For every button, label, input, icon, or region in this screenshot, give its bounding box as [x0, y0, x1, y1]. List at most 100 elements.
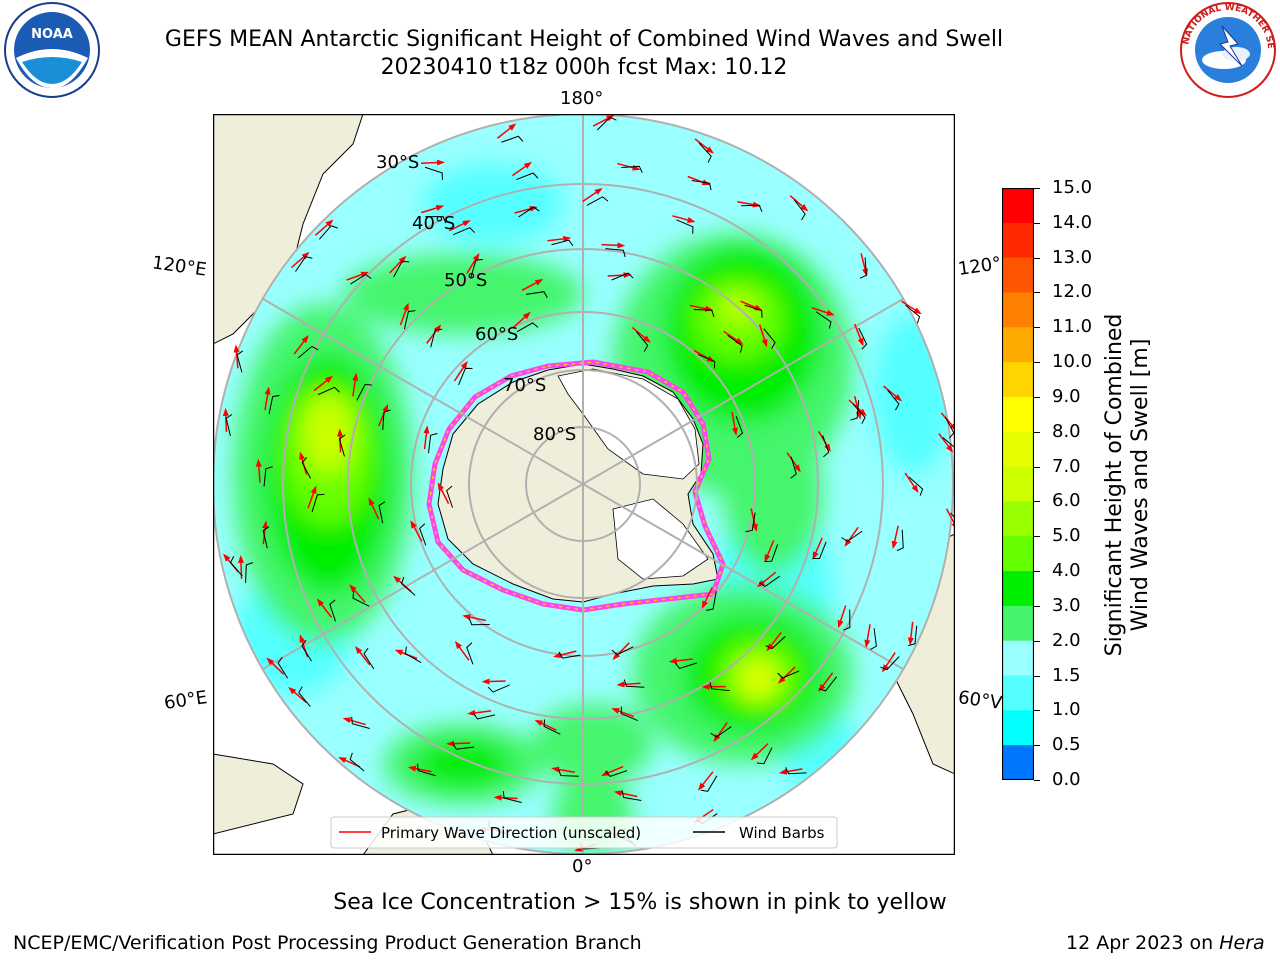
lon-label-120w: 120°: [956, 253, 1003, 280]
colorbar-band: [1002, 640, 1034, 677]
colorbar-tick-label: 2.0: [1052, 629, 1081, 651]
wind-barb: [428, 433, 438, 454]
colorbar-tick-label: 8.0: [1052, 420, 1081, 442]
polar-map-svg: Primary Wave Direction (unscaled) Wind B…: [212, 113, 956, 856]
wind-barb: [812, 541, 827, 560]
wave-direction-arrow: [467, 709, 492, 716]
wind-barb: [621, 790, 642, 802]
wind-barb: [896, 529, 904, 552]
colorbar-band: [1002, 605, 1034, 642]
wave-direction-arrow: [481, 678, 506, 685]
wind-barb: [756, 747, 773, 765]
colorbar-band: [1002, 501, 1034, 537]
map-legend: Primary Wave Direction (unscaled) Wind B…: [330, 816, 838, 849]
wind-barb: [393, 260, 410, 278]
wind-barb: [793, 199, 806, 221]
wind-barb: [611, 646, 634, 656]
wave-direction-arrow: [378, 403, 389, 427]
lat-label-60s: 60°S: [475, 324, 519, 345]
wind-barb: [297, 345, 319, 359]
wave-direction-arrow: [352, 372, 359, 397]
wave-direction-arrow: [314, 219, 334, 236]
wind-barb: [430, 328, 443, 348]
ice-shelf-weddell: [612, 498, 709, 580]
wave-direction-arrow: [853, 323, 864, 347]
wind-barb: [262, 526, 270, 549]
colorbar-band: [1002, 396, 1034, 433]
colorbar-band: [1002, 222, 1034, 259]
wind-barb: [487, 684, 510, 693]
wave-direction-arrow: [316, 598, 333, 618]
wind-barb: [777, 670, 800, 679]
ice-shelf-ross: [557, 368, 700, 480]
wave-direction-arrow: [307, 485, 317, 509]
wave-direction-arrow: [672, 215, 696, 223]
wind-barb: [516, 322, 539, 333]
wind-barb: [225, 413, 233, 436]
wave-direction-arrow: [848, 399, 867, 417]
colorbar-band: [1002, 257, 1034, 293]
wind-barb: [526, 291, 548, 299]
wind-barb: [709, 681, 730, 692]
wind-barb: [674, 662, 697, 670]
wind-barb: [502, 791, 522, 803]
wind-barb: [351, 716, 370, 730]
wave-direction-arrow: [423, 425, 430, 450]
wind-barb: [516, 172, 539, 181]
wind-barb: [419, 523, 427, 546]
wave-direction-arrow: [462, 614, 486, 622]
wind-barb: [424, 166, 443, 180]
wave-direction-arrow: [293, 335, 309, 355]
wind-barb: [329, 599, 336, 622]
colorbar-tick-mark: [1034, 501, 1040, 503]
wind-barb: [744, 304, 763, 318]
wind-barb: [350, 273, 372, 285]
wave-direction-arrow: [389, 255, 407, 274]
wind-barb: [425, 216, 447, 224]
polar-map: Primary Wave Direction (unscaled) Wind B…: [212, 113, 956, 856]
colorbar: [1001, 187, 1035, 781]
wave-direction-arrow: [233, 344, 240, 369]
wind-barb: [501, 135, 524, 143]
wind-barb: [473, 712, 496, 720]
wave-direction-arrow: [553, 650, 577, 658]
land-australia: [213, 114, 364, 345]
wave-direction-arrow: [299, 451, 308, 475]
colorbar-tick-label: 0.5: [1052, 734, 1081, 756]
colorbar-title: Significant Height of Combined Wind Wave…: [1102, 314, 1154, 657]
wind-barb: [908, 625, 918, 647]
wind-barb: [356, 383, 373, 401]
colorbar-tick-label: 14.0: [1052, 211, 1093, 233]
wave-direction-arrow: [764, 540, 775, 563]
colorbar-band: [1002, 327, 1034, 363]
wind-barb: [382, 409, 391, 430]
wave-direction-arrow: [255, 458, 262, 483]
footer-host: Hera: [1219, 932, 1265, 954]
colorbar-tick-mark: [1034, 327, 1040, 329]
wind-barb: [586, 196, 609, 206]
wave-direction-arrow: [582, 187, 603, 203]
wind-barb: [697, 354, 716, 369]
chart-title: GEFS MEAN Antarctic Significant Height o…: [164, 27, 1004, 52]
wave-direction-arrow: [290, 251, 310, 269]
wind-barb: [236, 350, 244, 373]
wave-direction-arrow: [266, 657, 285, 675]
wave-direction-arrow: [601, 765, 624, 776]
wind-barb: [706, 591, 717, 611]
colorbar-tick-mark: [1034, 396, 1040, 398]
graticule: [213, 114, 954, 855]
lat-label-30s: 30°S: [376, 152, 420, 173]
wind-barb: [277, 657, 289, 679]
wind-barb: [518, 206, 540, 218]
colorbar-band: [1002, 536, 1034, 572]
colorbar-tick-mark: [1034, 362, 1040, 364]
colorbar-tick-mark: [1034, 431, 1040, 433]
wave-direction-arrow: [778, 768, 803, 775]
colorbar-title-line2: Wind Waves and Swell [m]: [1128, 338, 1153, 632]
lon-label-top: 180°: [560, 88, 604, 109]
legend-wind-label: Wind Barbs: [739, 824, 825, 842]
wave-direction-arrow: [864, 624, 871, 648]
wind-barb: [815, 311, 832, 329]
wave-direction-arrow: [945, 508, 955, 531]
wave-direction-arrow: [786, 452, 801, 473]
